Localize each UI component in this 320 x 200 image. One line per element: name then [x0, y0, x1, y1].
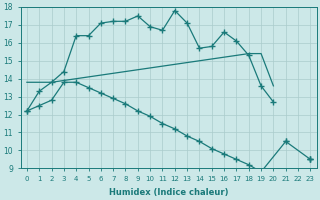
X-axis label: Humidex (Indice chaleur): Humidex (Indice chaleur) [109, 188, 228, 197]
